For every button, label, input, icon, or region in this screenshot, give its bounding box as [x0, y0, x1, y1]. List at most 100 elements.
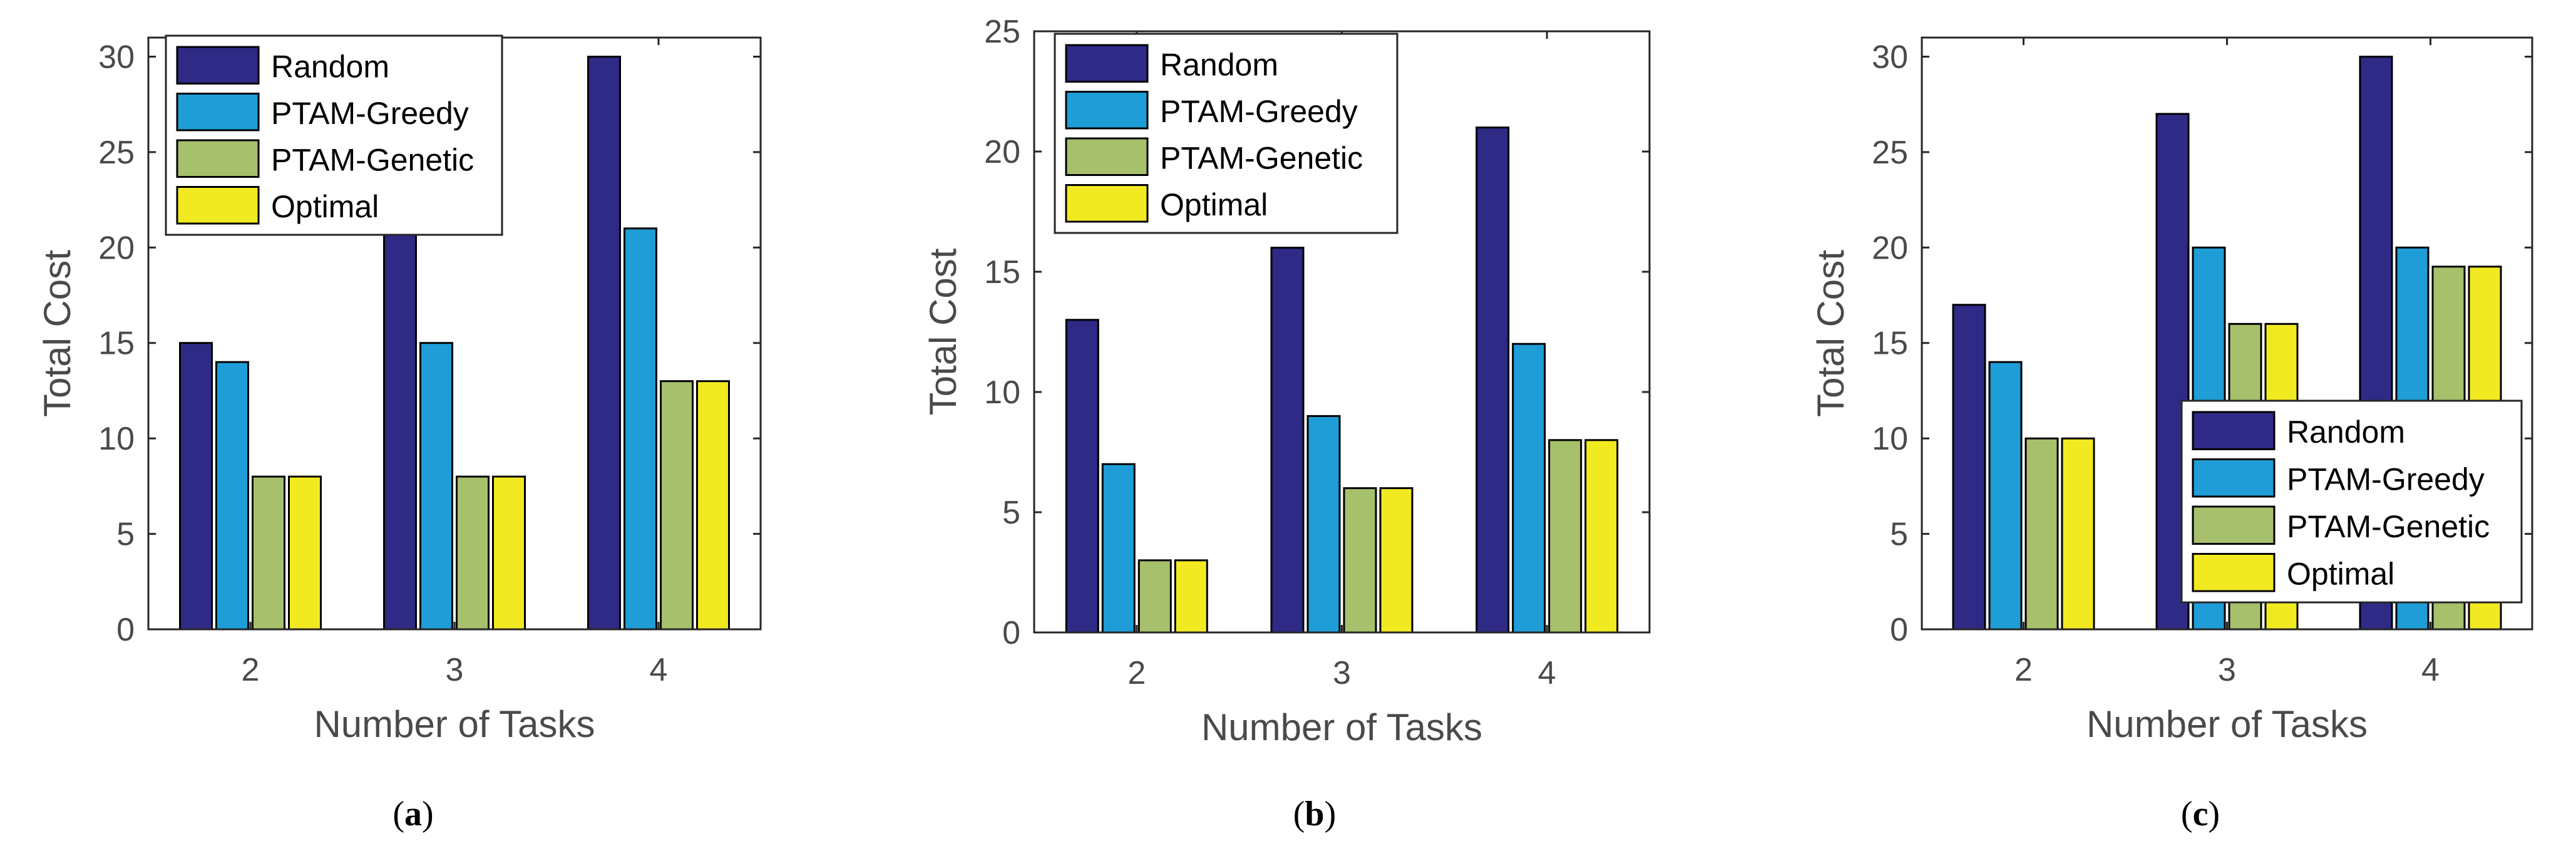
y-tick-label: 5	[1890, 517, 1908, 553]
y-tick-label: 25	[984, 14, 1020, 50]
bar-ptam-genetic-3	[1343, 487, 1377, 634]
caption-paren: (	[2181, 795, 2193, 833]
legend-swatch-random	[176, 46, 260, 85]
bar-ptam-greedy-3	[1306, 415, 1341, 634]
bar-ptam-greedy-4	[1512, 343, 1546, 634]
legend-label: PTAM-Greedy	[271, 96, 469, 131]
legend-label: PTAM-Greedy	[2287, 461, 2485, 497]
legend-swatch-ptam-greedy	[1065, 91, 1149, 130]
y-tick-label: 20	[98, 230, 135, 266]
y-tick-label: 10	[98, 421, 135, 457]
bar-optimal-2	[2061, 437, 2095, 631]
bar-random-2	[1952, 304, 1986, 631]
legend-label: PTAM-Genetic	[1160, 140, 1363, 175]
legend-swatch-optimal	[2192, 553, 2276, 592]
legend-swatch-ptam-genetic	[1065, 137, 1149, 176]
x-tick-label: 4	[2421, 652, 2440, 688]
legend-swatch-random	[2192, 411, 2276, 450]
y-tick-label: 5	[116, 517, 135, 553]
bar-ptam-genetic-4	[1548, 439, 1583, 634]
bar-random-3	[383, 208, 417, 631]
bar-ptam-greedy-2	[1988, 361, 2023, 631]
chart-panel-b: 0 5 10 15 20 25 2 3 4 Number of Tasks Total Cost Ra…	[922, 14, 1651, 833]
x-tick-label: 2	[242, 652, 260, 688]
chart-panel-a: 0 5 10 15 20 25 30 2 3 4 Number of Tasks Total Cost…	[36, 34, 762, 833]
legend-swatch-ptam-greedy	[2192, 458, 2276, 498]
y-axis-label: Total Cost	[36, 250, 78, 417]
caption-letter: a	[404, 795, 422, 833]
legend-swatch-ptam-genetic	[176, 139, 260, 178]
panel-caption: (c)	[2181, 795, 2220, 833]
x-tick-label: 4	[650, 652, 668, 688]
legend-label: Random	[271, 49, 389, 84]
y-tick-label: 20	[984, 134, 1020, 170]
y-tick-label: 20	[1872, 230, 1908, 266]
x-axis-label: Number of Tasks	[314, 703, 595, 745]
legend-label: Random	[2287, 415, 2405, 450]
legend: Random PTAM-Greedy PTAM-Genetic Optimal	[165, 34, 503, 236]
y-tick-label: 30	[98, 39, 135, 75]
y-tick-label: 15	[984, 254, 1020, 291]
bar-ptam-greedy-2	[1101, 463, 1136, 634]
caption-paren: )	[422, 795, 434, 833]
legend-swatch-ptam-genetic	[2192, 505, 2276, 545]
legend-label: PTAM-Greedy	[1160, 94, 1358, 129]
y-tick-label: 15	[98, 326, 135, 362]
x-axis-label: Number of Tasks	[2086, 703, 2368, 745]
bar-random-3	[1270, 247, 1305, 634]
legend-label: Optimal	[2287, 556, 2394, 591]
y-tick-label: 5	[1002, 495, 1020, 531]
bar-ptam-greedy-4	[623, 227, 657, 631]
legend-label: Optimal	[271, 189, 379, 224]
x-axis-label: Number of Tasks	[1201, 706, 1482, 748]
y-tick-label: 25	[1872, 135, 1908, 171]
x-tick-label: 3	[446, 652, 464, 688]
bar-ptam-greedy-2	[215, 361, 249, 631]
x-tick-label: 3	[1333, 655, 1351, 691]
x-tick-label: 2	[1127, 655, 1146, 691]
panel-caption: (b)	[1293, 795, 1336, 833]
y-tick-label: 25	[98, 135, 135, 171]
bar-random-4	[587, 56, 621, 631]
y-tick-label: 10	[1872, 421, 1908, 457]
bar-random-2	[179, 342, 213, 631]
legend: Random PTAM-Greedy PTAM-Genetic Optimal	[1054, 33, 1398, 234]
bar-optimal-4	[696, 380, 730, 631]
panel-caption: (a)	[393, 795, 433, 833]
bar-optimal-3	[1379, 487, 1414, 634]
bar-optimal-4	[1584, 439, 1619, 634]
y-tick-label: 10	[984, 374, 1020, 411]
y-tick-label: 0	[116, 612, 135, 648]
y-tick-label: 30	[1872, 39, 1908, 75]
bar-ptam-genetic-3	[456, 475, 490, 631]
bar-ptam-genetic-4	[660, 380, 694, 631]
legend-label: PTAM-Genetic	[2287, 509, 2490, 544]
legend-swatch-random	[1065, 44, 1149, 83]
caption-paren: (	[1293, 795, 1305, 833]
bar-random-4	[1475, 126, 1510, 634]
x-tick-label: 3	[2218, 652, 2236, 688]
legend-label: Optimal	[1160, 187, 1268, 222]
legend-swatch-ptam-greedy	[176, 93, 260, 131]
legend: Random PTAM-Greedy PTAM-Genetic Optimal	[2180, 400, 2523, 604]
bar-ptam-genetic-2	[2024, 437, 2059, 631]
caption-paren: )	[1325, 795, 1337, 833]
legend-swatch-optimal	[176, 186, 260, 225]
caption-paren: )	[2208, 795, 2220, 833]
caption-paren: (	[393, 795, 404, 833]
chart-panel-c: 0 5 10 15 20 25 30 2 3 4 Number of Tasks Total Cost…	[1810, 36, 2533, 833]
x-tick-label: 4	[1538, 655, 1556, 691]
bar-ptam-genetic-2	[252, 475, 285, 631]
y-tick-label: 0	[1890, 612, 1908, 648]
bar-ptam-greedy-3	[419, 342, 453, 631]
bar-ptam-genetic-2	[1137, 559, 1172, 634]
x-tick-label: 2	[2014, 652, 2033, 688]
y-tick-label: 15	[1872, 326, 1908, 362]
caption-letter: b	[1305, 795, 1324, 833]
bar-optimal-2	[288, 475, 322, 631]
bar-optimal-2	[1174, 559, 1208, 634]
legend-label: Random	[1160, 47, 1278, 82]
legend-swatch-optimal	[1065, 184, 1149, 223]
caption-letter: c	[2193, 795, 2209, 833]
